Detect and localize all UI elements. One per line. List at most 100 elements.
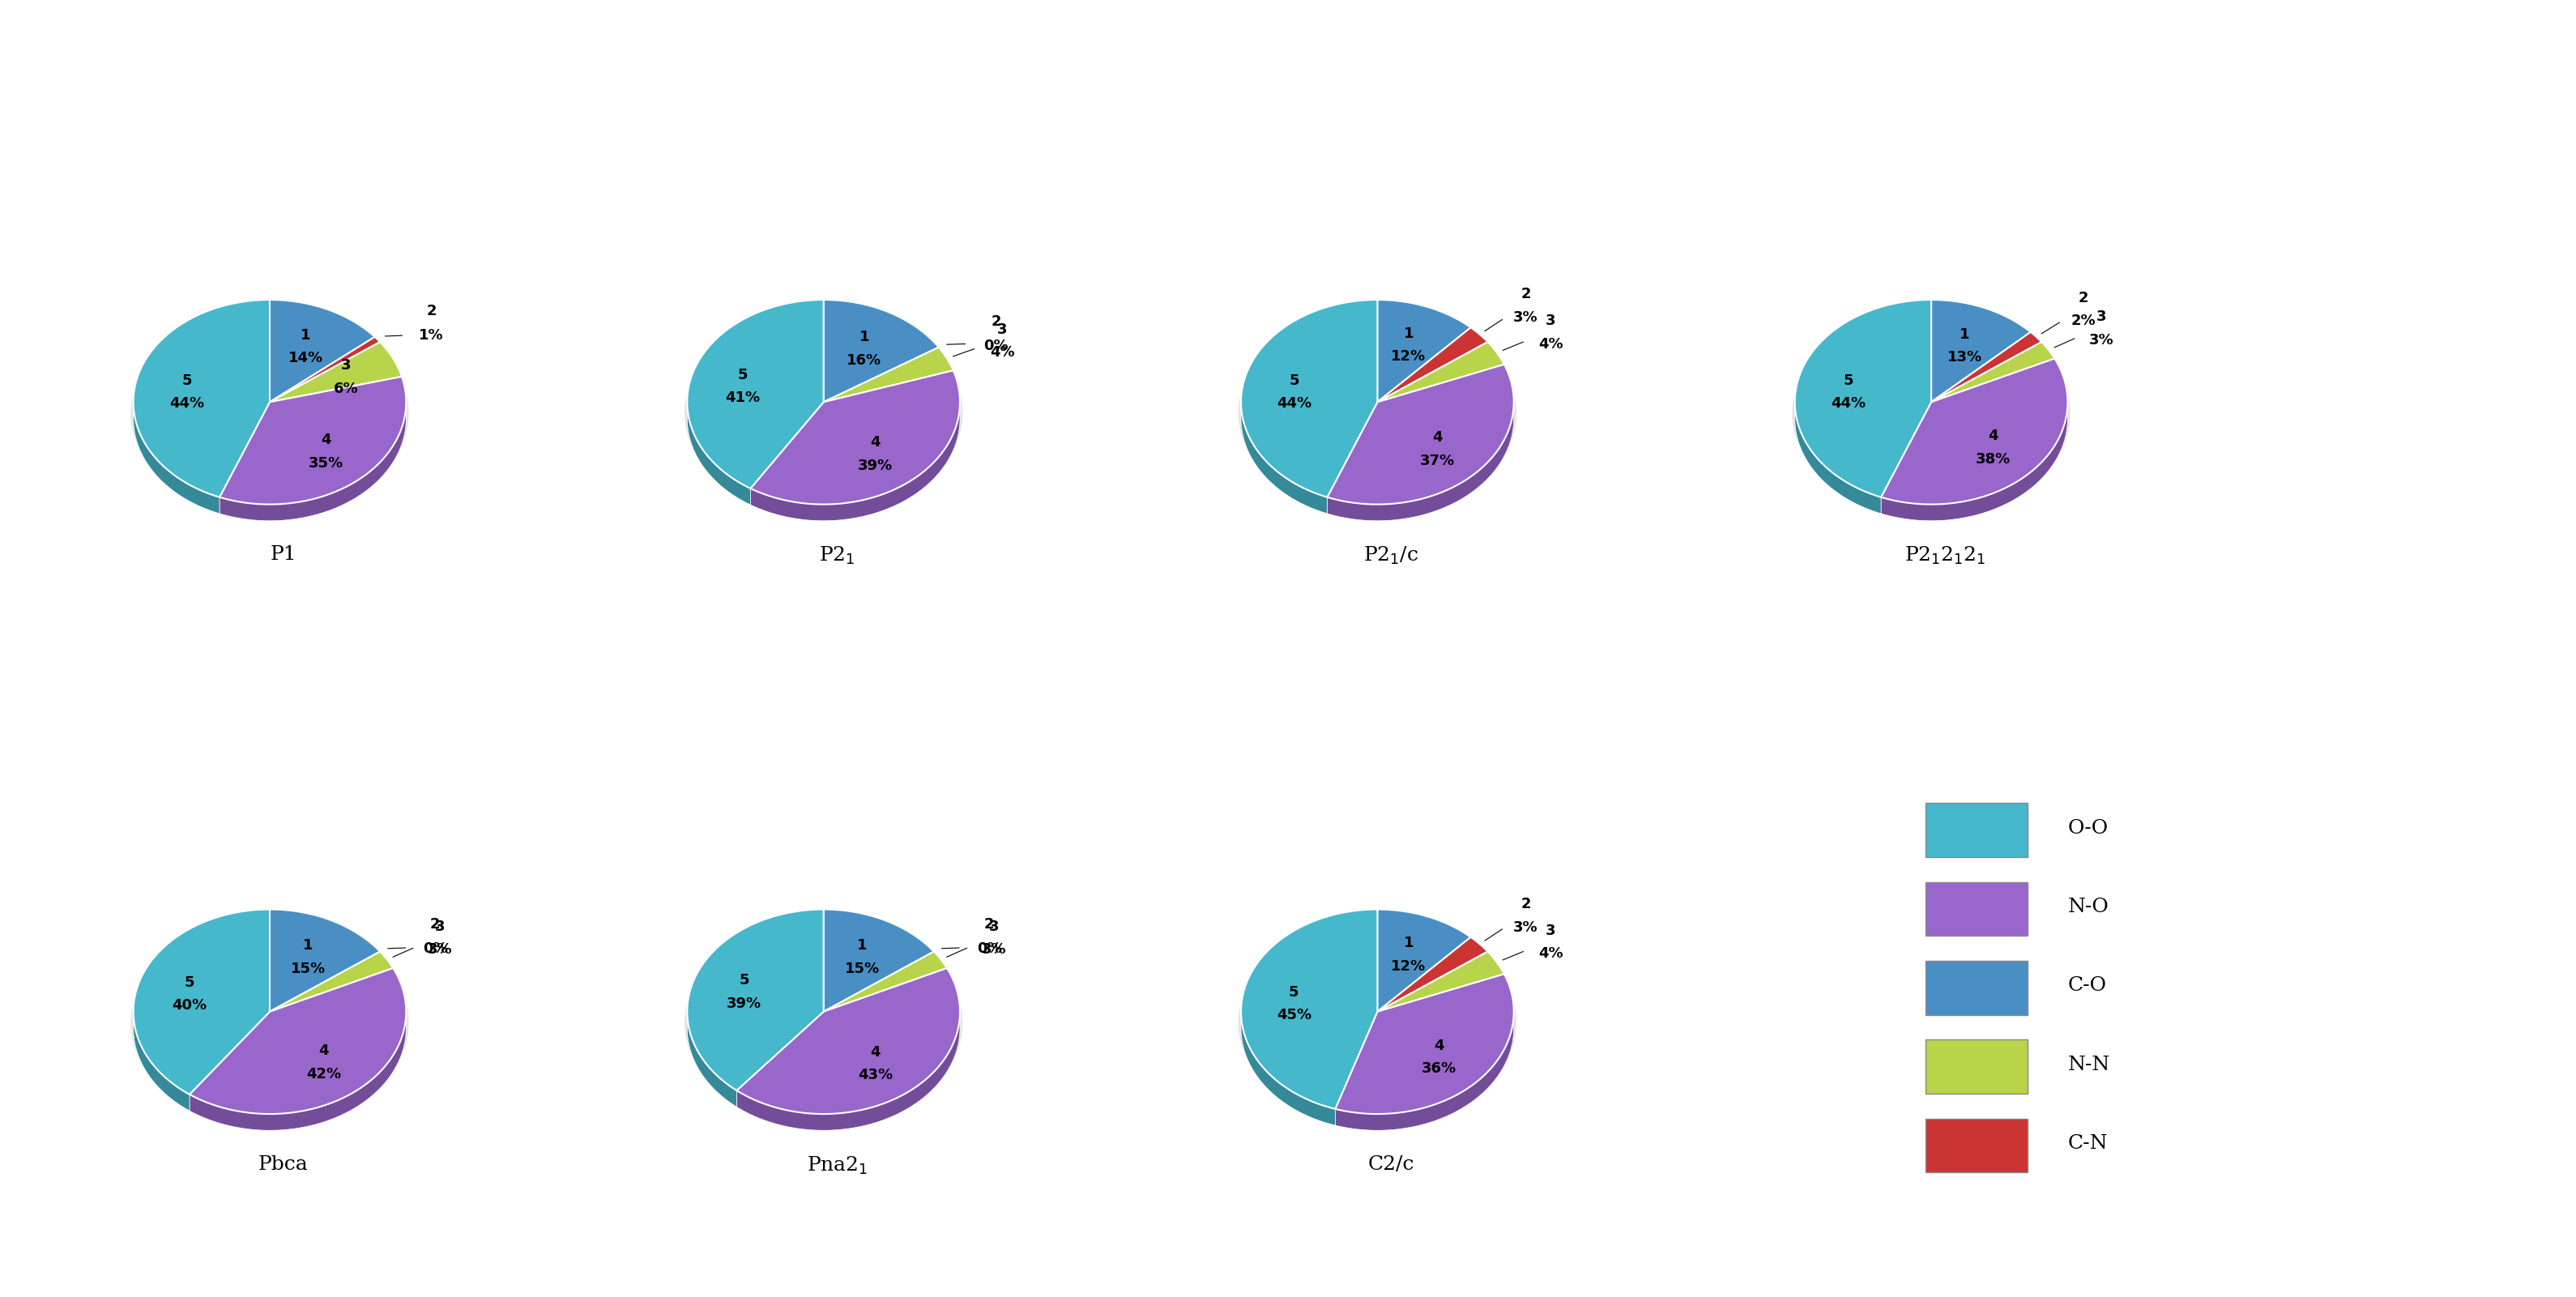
Text: Pbca: Pbca <box>258 1154 309 1174</box>
Ellipse shape <box>131 309 410 518</box>
Text: 36%: 36% <box>1422 1061 1455 1077</box>
Polygon shape <box>270 952 394 1012</box>
Text: 39%: 39% <box>726 996 762 1012</box>
Text: P1: P1 <box>270 545 296 564</box>
Bar <box>1927 1118 2027 1172</box>
Text: C-O: C-O <box>2069 977 2107 995</box>
Text: 3%: 3% <box>2089 333 2115 348</box>
Text: Pna2$_1$: Pna2$_1$ <box>806 1154 868 1176</box>
Ellipse shape <box>1239 309 1517 518</box>
Text: 1: 1 <box>858 938 868 953</box>
Text: 3%: 3% <box>428 943 453 957</box>
Polygon shape <box>688 403 750 505</box>
Text: 4%: 4% <box>1538 947 1564 961</box>
Text: 2: 2 <box>992 314 1002 328</box>
Text: 42%: 42% <box>307 1067 340 1082</box>
Text: C2/c: C2/c <box>1368 1154 1414 1174</box>
Polygon shape <box>1378 342 1504 402</box>
Polygon shape <box>1880 403 2069 520</box>
Polygon shape <box>1242 909 1378 1109</box>
Ellipse shape <box>131 918 410 1127</box>
Polygon shape <box>688 1012 737 1106</box>
Ellipse shape <box>685 918 963 1127</box>
Polygon shape <box>688 909 824 1091</box>
Text: 16%: 16% <box>848 353 881 367</box>
Polygon shape <box>824 300 938 402</box>
Text: 3: 3 <box>997 322 1007 337</box>
Text: 44%: 44% <box>1832 397 1865 411</box>
Text: 6%: 6% <box>335 381 358 396</box>
Text: 2: 2 <box>2079 291 2089 305</box>
Text: 39%: 39% <box>858 459 894 473</box>
Text: 15%: 15% <box>845 961 878 977</box>
Text: 2: 2 <box>425 303 435 319</box>
Polygon shape <box>191 1013 407 1130</box>
Polygon shape <box>750 371 961 505</box>
Text: 3: 3 <box>1546 314 1556 328</box>
Ellipse shape <box>1239 918 1517 1127</box>
Text: 4: 4 <box>319 433 330 447</box>
Polygon shape <box>824 952 948 1012</box>
Text: 3: 3 <box>435 920 446 934</box>
Polygon shape <box>737 968 961 1114</box>
Text: 4%: 4% <box>1538 337 1564 351</box>
Text: 1: 1 <box>1404 327 1414 341</box>
Text: N-N: N-N <box>2069 1056 2110 1074</box>
Polygon shape <box>134 909 270 1095</box>
Text: O-O: O-O <box>2069 818 2107 838</box>
Text: 4%: 4% <box>989 345 1015 359</box>
Polygon shape <box>270 909 381 1012</box>
Text: 38%: 38% <box>1976 451 2009 467</box>
Text: 3: 3 <box>2097 310 2107 324</box>
Text: C-N: C-N <box>2069 1134 2107 1153</box>
Text: 14%: 14% <box>289 351 322 366</box>
Text: P2$_1$: P2$_1$ <box>819 545 855 567</box>
Polygon shape <box>1378 952 1504 1012</box>
Polygon shape <box>1378 938 1489 1012</box>
Text: 1: 1 <box>1404 936 1414 951</box>
Text: 3%: 3% <box>1512 920 1538 935</box>
Bar <box>1927 1040 2027 1093</box>
Ellipse shape <box>1793 309 2071 518</box>
Text: 4: 4 <box>1432 431 1443 445</box>
Text: 2: 2 <box>1520 287 1530 302</box>
Polygon shape <box>750 402 961 520</box>
Text: 43%: 43% <box>858 1069 894 1083</box>
Text: 5: 5 <box>1288 984 1298 1000</box>
Polygon shape <box>1795 300 1932 497</box>
Text: 37%: 37% <box>1419 453 1455 468</box>
Polygon shape <box>737 1013 961 1130</box>
Text: 4: 4 <box>1435 1038 1445 1053</box>
Ellipse shape <box>685 309 963 518</box>
Polygon shape <box>1327 364 1515 505</box>
Text: 0%: 0% <box>976 942 1002 956</box>
Text: 3%: 3% <box>981 943 1007 957</box>
Text: 2: 2 <box>984 917 994 931</box>
Text: N-O: N-O <box>2069 898 2110 916</box>
Text: 40%: 40% <box>173 999 206 1013</box>
Text: 2%: 2% <box>2071 314 2097 328</box>
Polygon shape <box>824 909 935 1012</box>
Polygon shape <box>1932 300 2030 402</box>
Polygon shape <box>219 402 407 520</box>
Text: 3%: 3% <box>1512 310 1538 326</box>
Text: 1: 1 <box>301 328 312 342</box>
Text: 2: 2 <box>430 917 440 931</box>
Polygon shape <box>1327 402 1515 520</box>
Polygon shape <box>1932 342 2056 402</box>
Text: 3: 3 <box>1546 923 1556 938</box>
Text: 15%: 15% <box>291 961 325 977</box>
Text: 5: 5 <box>180 374 191 388</box>
Text: 0%: 0% <box>984 339 1010 353</box>
Polygon shape <box>191 968 407 1114</box>
Polygon shape <box>134 402 219 514</box>
Polygon shape <box>1378 328 1489 402</box>
Polygon shape <box>1378 300 1471 402</box>
Text: 0%: 0% <box>422 942 448 956</box>
Text: 1: 1 <box>1960 327 1971 341</box>
Polygon shape <box>1242 402 1327 514</box>
Polygon shape <box>219 376 407 505</box>
Text: 44%: 44% <box>1278 397 1311 411</box>
Text: 12%: 12% <box>1391 958 1427 974</box>
Text: 35%: 35% <box>309 457 343 471</box>
